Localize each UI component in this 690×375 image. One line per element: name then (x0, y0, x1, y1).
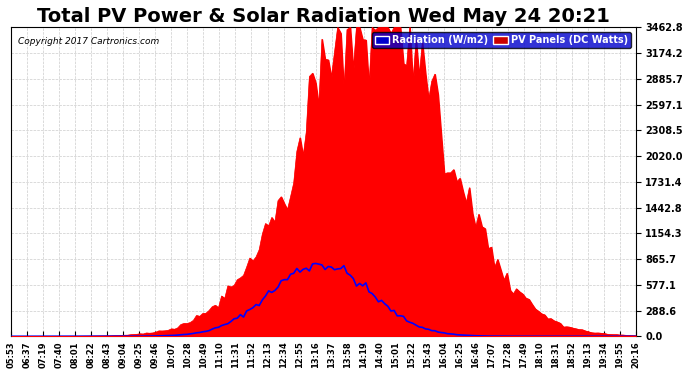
Legend: Radiation (W/m2), PV Panels (DC Watts): Radiation (W/m2), PV Panels (DC Watts) (372, 32, 631, 48)
Title: Total PV Power & Solar Radiation Wed May 24 20:21: Total PV Power & Solar Radiation Wed May… (37, 7, 610, 26)
Text: Copyright 2017 Cartronics.com: Copyright 2017 Cartronics.com (18, 37, 159, 46)
